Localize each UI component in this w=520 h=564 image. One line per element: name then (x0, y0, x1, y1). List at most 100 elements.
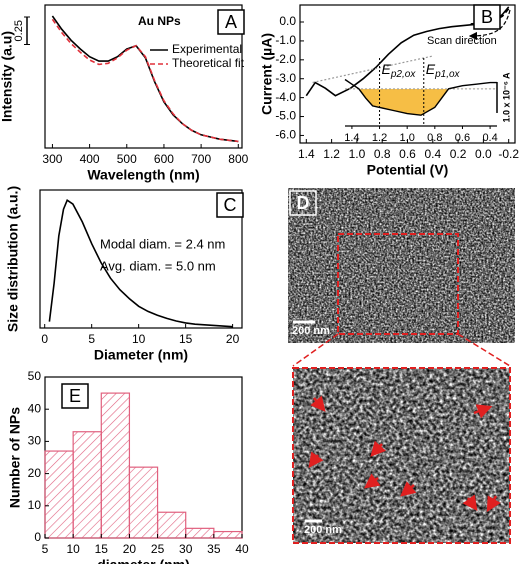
scale-bar-label: 1.0 x 10⁻⁶ A (501, 72, 511, 123)
x-tick-label: 15 (179, 332, 193, 346)
panel-label: D (297, 193, 310, 213)
x-tick-label: 1.0 (400, 132, 415, 144)
y-tick-label: -5.0 (275, 109, 296, 123)
x-tick-label: 1.2 (323, 147, 340, 161)
x-tick-label: 1.0 (349, 147, 366, 161)
arrow (364, 473, 381, 489)
arrow (486, 495, 501, 513)
bar (72, 431, 102, 539)
x-tick-label: 20 (123, 542, 137, 556)
y-tick-label: -3.0 (275, 71, 296, 85)
x-tick-label: 15 (95, 542, 109, 556)
x-tick-label: 1.4 (344, 132, 359, 144)
x-axis-label: Wavelength (nm) (87, 167, 199, 183)
panel-label-box (217, 9, 245, 35)
x-tick-label: 5 (42, 542, 49, 556)
panel-label-box (216, 192, 244, 218)
x-tick-label: 1.2 (372, 132, 387, 144)
panel-d: D 200 nm 200 nm (288, 188, 515, 544)
arrow (370, 440, 386, 457)
bar (44, 450, 74, 539)
panel-label: E (69, 386, 81, 406)
bar (185, 527, 215, 539)
sem-texture-bottom (293, 368, 510, 543)
area-outline (344, 78, 497, 116)
y-tick-label: 10 (28, 498, 42, 512)
x-tick-label: 10 (132, 332, 146, 346)
x-tick-label: 0.6 (455, 132, 470, 144)
y-tick-label: 0 (34, 530, 41, 544)
y-axis-label: Current (µA) (259, 33, 275, 115)
y-tick-label: 40 (28, 401, 42, 415)
panel-label: C (224, 195, 237, 215)
annotation: Modal diam. = 2.4 nm (100, 236, 225, 251)
x-tick-label: 5 (88, 332, 95, 346)
y-tick-label: 30 (28, 434, 42, 448)
y-axis-label: Size distribution (a.u.) (5, 186, 21, 332)
x-tick-label: -0.2 (498, 147, 519, 161)
panel-label-box (473, 4, 501, 30)
bar (156, 511, 187, 539)
bar (100, 392, 131, 539)
annotation: Avg. diam. = 5.0 nm (100, 258, 216, 273)
panel-label: B (481, 7, 493, 27)
x-tick-label: 0 (41, 332, 48, 346)
arrow (473, 404, 493, 419)
peak-label-sub: p1,ox (434, 69, 460, 80)
area (358, 88, 449, 116)
panel-label-box (61, 383, 89, 409)
panel-label-box (289, 190, 317, 216)
peak-label-main: E (382, 61, 392, 77)
bar (128, 466, 159, 539)
annotation: Scan direction (427, 35, 497, 47)
peak-label-sub: p2,ox (390, 69, 416, 80)
plot-frame (39, 189, 243, 329)
bar (213, 530, 243, 539)
y-tick-label: 50 (28, 369, 42, 383)
x-tick-label: 600 (154, 152, 174, 166)
scale-bar-label: 200 nm (292, 325, 330, 337)
x-tick-label: 500 (117, 152, 137, 166)
annotation: Au NPs (138, 14, 181, 28)
x-tick-label: 30 (179, 542, 193, 556)
line-series (51, 18, 239, 143)
y-tick-label: -6.0 (275, 128, 296, 142)
arrow (400, 481, 417, 497)
x-tick-label: 300 (42, 152, 62, 166)
y-tick-label: -4.0 (275, 90, 296, 104)
arrow (462, 494, 478, 512)
scale-bar-label: 0.25 (13, 20, 25, 41)
panel-label: A (225, 12, 237, 32)
y-tick-label: 20 (28, 466, 42, 480)
red-arrows (308, 395, 501, 513)
x-axis-label: Potential (V) (367, 162, 449, 178)
zoom-box (337, 233, 459, 335)
x-tick-label: 0.6 (399, 147, 416, 161)
zoom-line (457, 333, 511, 367)
x-tick-label: 400 (80, 152, 100, 166)
x-tick-label: 0.4 (482, 132, 497, 144)
peak-label: Ep2,ox (382, 61, 417, 80)
y-tick-label: 0.0 (279, 14, 296, 28)
x-tick-label: 10 (66, 542, 80, 556)
x-tick-label: 700 (191, 152, 211, 166)
legend-label: Theoretical fit (172, 56, 245, 70)
x-tick-label: 20 (226, 332, 240, 346)
scan-arrow (468, 9, 511, 41)
scale-bar-label: 200 nm (304, 524, 342, 536)
peak-label-main: E (426, 61, 436, 77)
line-series (312, 55, 433, 84)
x-axis-label: Diameter (nm) (94, 347, 188, 363)
arrow (310, 395, 326, 412)
zoom-line (292, 333, 339, 367)
zoom-frame (292, 367, 511, 544)
x-tick-label: 1.4 (298, 147, 315, 161)
x-tick-label: 800 (228, 152, 248, 166)
x-tick-label: 0.4 (424, 147, 441, 161)
arrow (308, 451, 324, 469)
x-tick-label: 0.2 (450, 147, 467, 161)
x-axis-label: diameter (nm) (97, 557, 190, 564)
x-tick-label: 35 (207, 542, 221, 556)
x-tick-label: 0.0 (475, 147, 492, 161)
